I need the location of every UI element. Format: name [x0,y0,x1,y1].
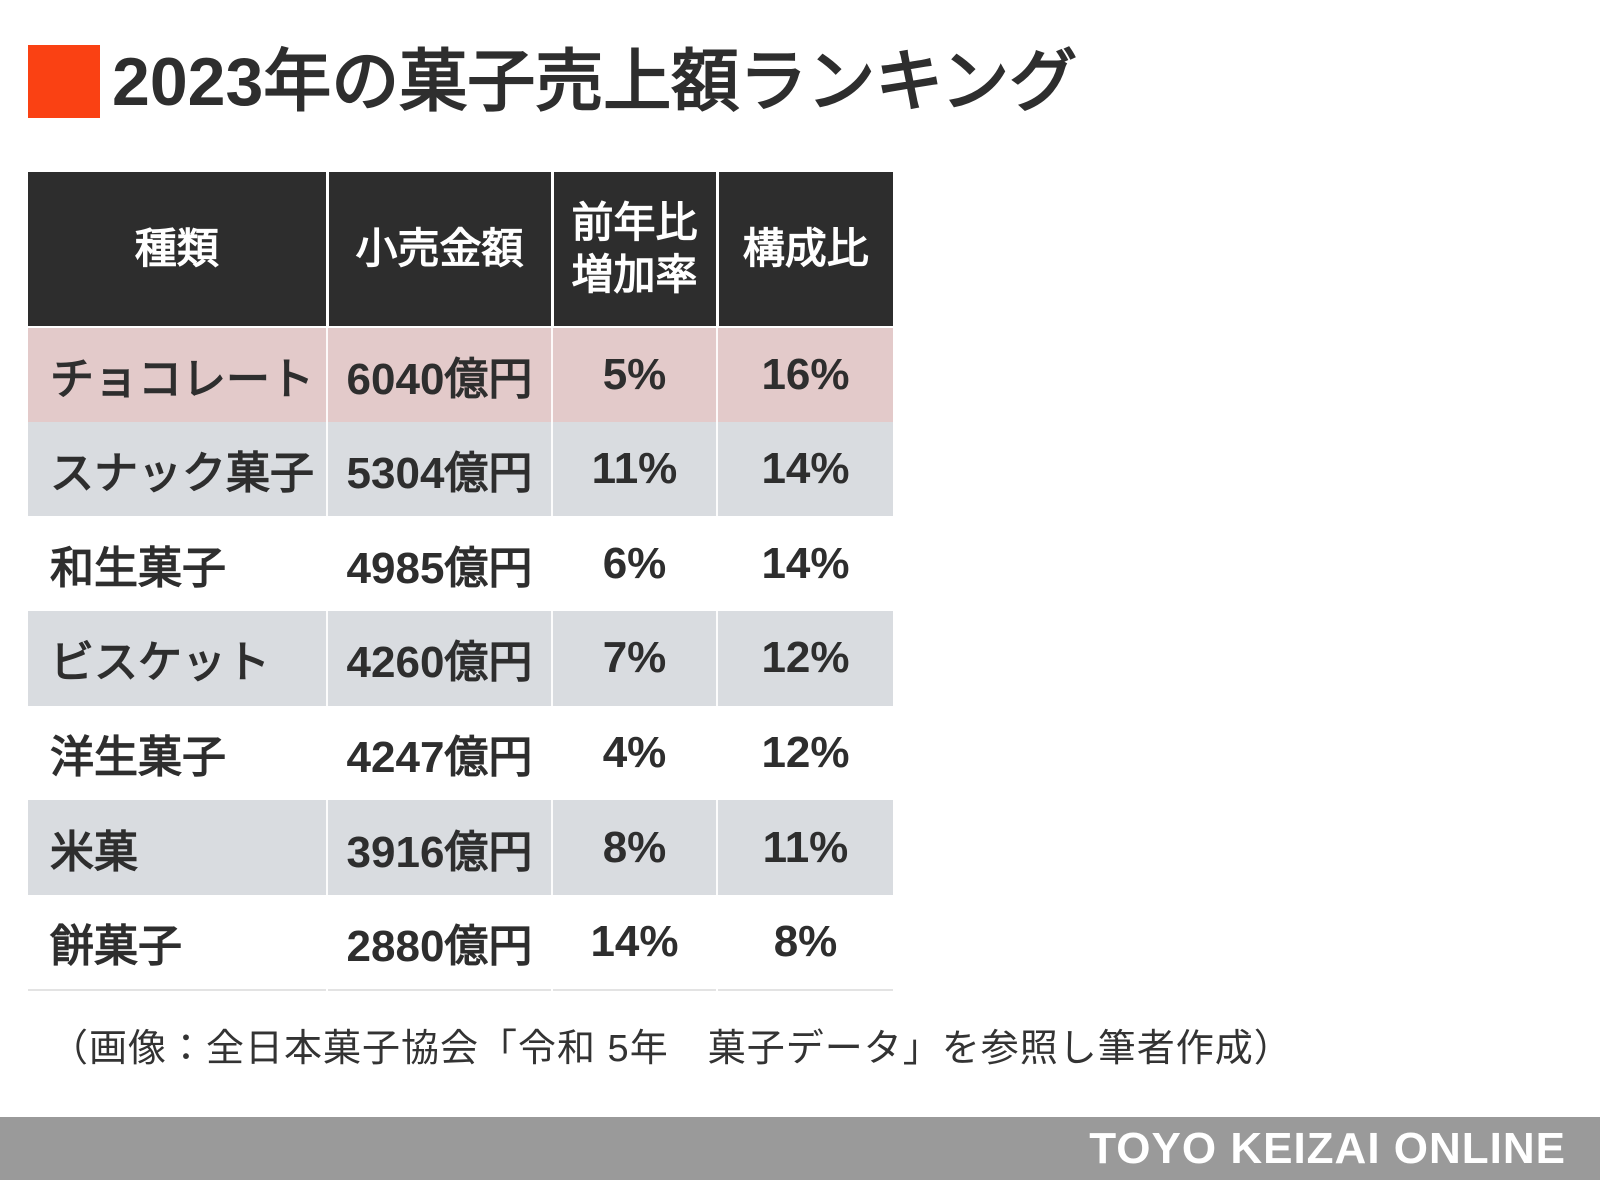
accent-square-icon [28,45,100,118]
table-row: 餅菓子 2880億円 14% 8% [28,895,893,990]
table-row: ビスケット 4260億円 7% 12% [28,611,893,706]
cell-share: 12% [716,705,893,801]
cell-type: チョコレート [50,354,314,404]
cell-yoy: 7% [551,611,717,706]
table-header: 種類 小売金額 前年比 増加率 構成比 [28,172,893,328]
table-row: チョコレート 6040億円 5% 16% [28,327,893,422]
cell-amount: 4247億円 [326,705,552,801]
cell-amount: 2880億円 [326,895,552,990]
cell-share: 12% [716,611,893,706]
cell-amount: 4260億円 [326,611,552,706]
page-title: 2023年の菓子売上額ランキング [112,43,1078,120]
cell-share: 8% [716,895,893,990]
footer-bar: TOYO KEIZAI ONLINE [0,1117,1600,1180]
cell-share: 11% [716,800,893,896]
header-yoy-growth: 前年比 増加率 [550,172,717,328]
cell-amount: 4985億円 [326,516,552,612]
header-type: 種類 [28,172,327,328]
cell-yoy: 6% [551,516,717,612]
header-share: 構成比 [715,172,893,328]
cell-yoy: 14% [551,895,717,990]
cell-type: 洋生菓子 [50,733,226,783]
brand-logo-text: TOYO KEIZAI ONLINE [1089,1123,1566,1173]
header-row: 種類 小売金額 前年比 増加率 構成比 [28,172,893,328]
cell-yoy: 11% [551,421,717,517]
cell-share: 16% [716,327,893,422]
cell-share: 14% [716,421,893,517]
page-title-block: 2023年の菓子売上額ランキング [0,0,1600,118]
cell-yoy: 8% [551,800,717,896]
cell-type: スナック菓子 [50,449,314,499]
cell-type: 米菓 [50,827,138,877]
cell-amount: 3916億円 [326,800,552,896]
sales-ranking-table: 種類 小売金額 前年比 増加率 構成比 チョコレート 6040億円 5% 16%… [28,172,893,991]
cell-amount: 6040億円 [326,327,552,422]
cell-type: 和生菓子 [50,543,226,593]
table-row: 和生菓子 4985億円 6% 14% [28,516,893,612]
cell-amount: 5304億円 [326,421,552,517]
cell-type: 餅菓子 [50,921,182,971]
cell-share: 14% [716,516,893,612]
cell-yoy: 4% [551,705,717,801]
table-row: スナック菓子 5304億円 11% 14% [28,421,893,517]
table-row: 米菓 3916億円 8% 11% [28,800,893,896]
cell-yoy: 5% [551,327,717,422]
cell-type: ビスケット [50,638,270,688]
table-row: 洋生菓子 4247億円 4% 12% [28,705,893,801]
header-retail-amount: 小売金額 [325,172,552,328]
source-caption: （画像：全日本菓子協会「令和 5年 菓子データ」を参照し筆者作成） [50,1027,1293,1070]
